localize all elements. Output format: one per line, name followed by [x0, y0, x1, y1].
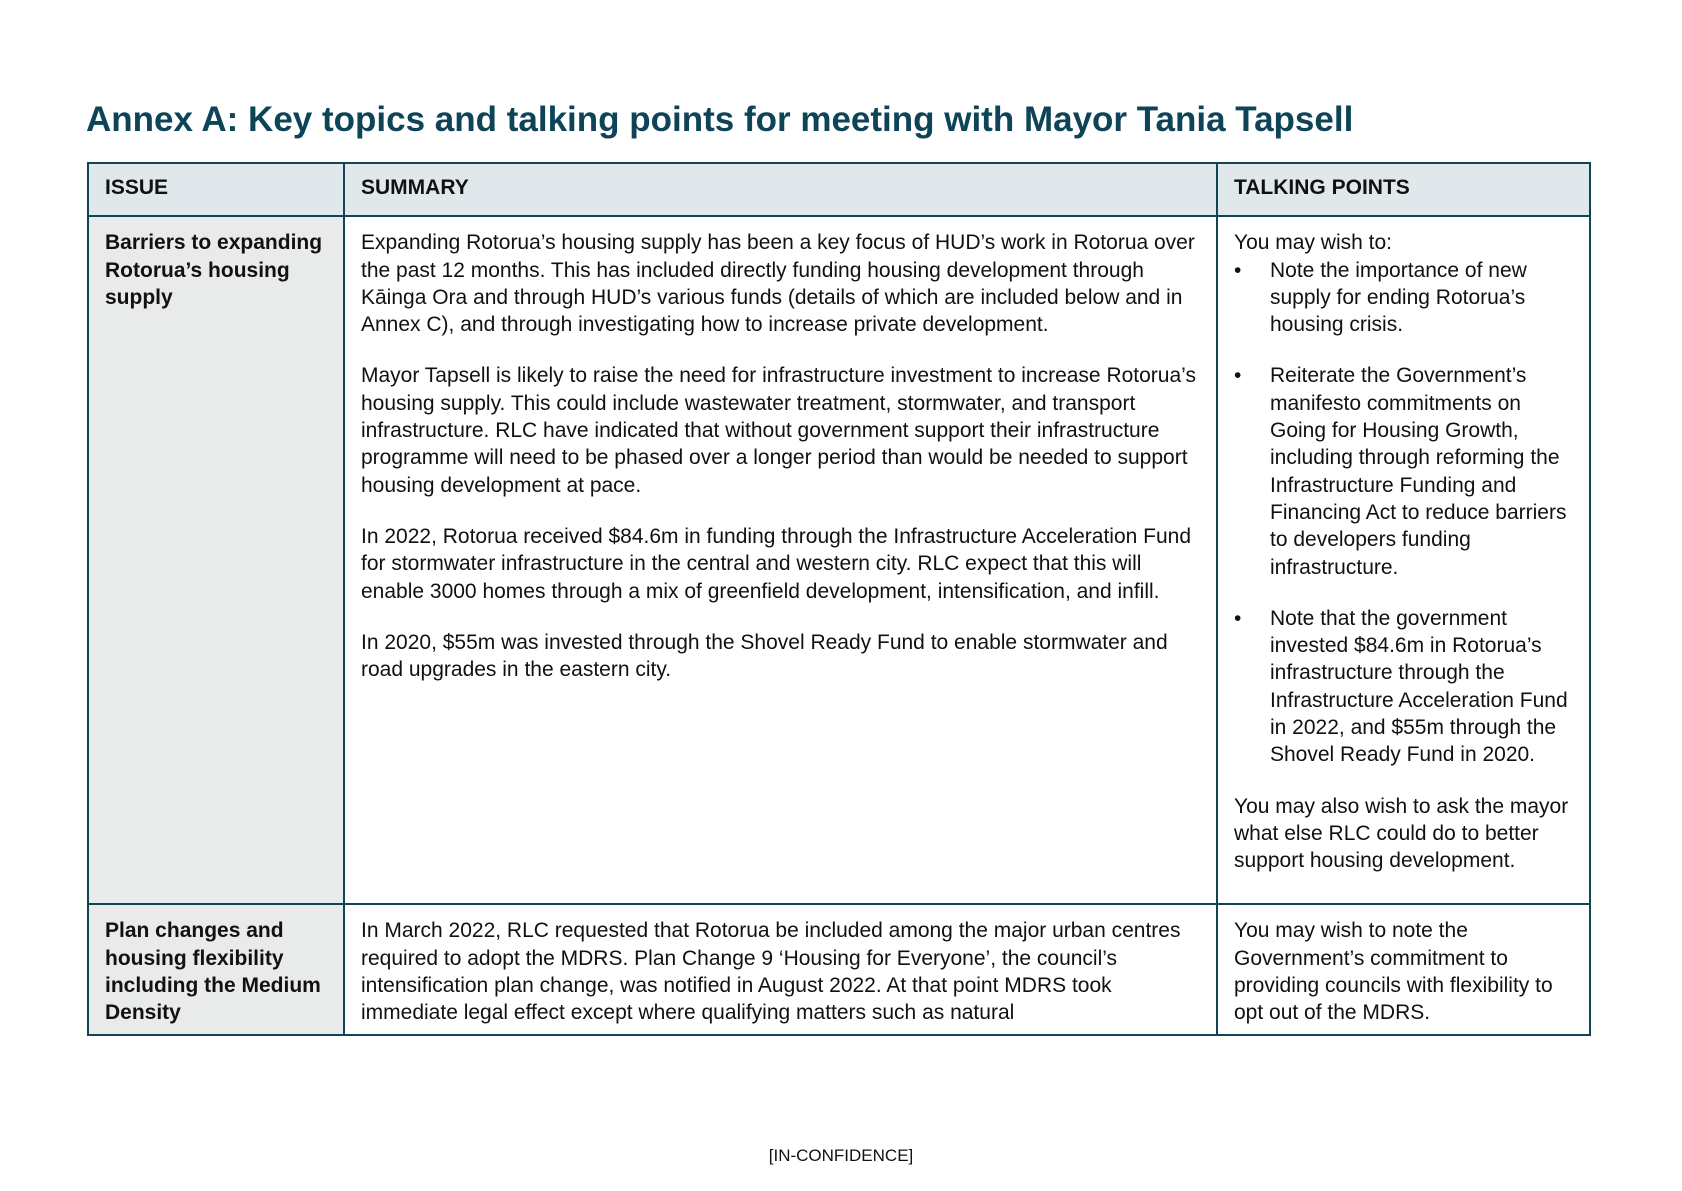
header-summary: SUMMARY — [343, 161, 1218, 218]
issue-cell: Plan changes and housing flexibility inc… — [87, 903, 345, 1037]
table-row: Barriers to expanding Rotorua’s housing … — [87, 215, 1591, 906]
summary-cell: In March 2022, RLC requested that Rotoru… — [343, 903, 1218, 1037]
talking-points-table: ISSUE SUMMARY TALKING POINTS Barriers to… — [87, 161, 1591, 1037]
talking-outro: You may also wish to ask the mayor what … — [1234, 794, 1569, 873]
summary-paragraph: Mayor Tapsell is likely to raise the nee… — [361, 364, 1196, 497]
list-item: Reiterate the Government’s manifesto com… — [1234, 362, 1573, 580]
header-talking-points: TALKING POINTS — [1216, 161, 1591, 218]
summary-paragraph: In 2022, Rotorua received $84.6m in fund… — [361, 524, 1192, 603]
talking-points-list: Note the importance of new supply for en… — [1234, 257, 1573, 769]
page-title: Annex A: Key topics and talking points f… — [86, 100, 1354, 139]
summary-paragraph: In March 2022, RLC requested that Rotoru… — [361, 919, 1181, 1025]
talking-points-cell: You may wish to: Note the importance of … — [1216, 215, 1591, 906]
list-item: Note the importance of new supply for en… — [1234, 257, 1573, 339]
summary-cell: Expanding Rotorua’s housing supply has b… — [343, 215, 1218, 906]
talking-points-cell: You may wish to note the Government’s co… — [1216, 903, 1591, 1037]
summary-paragraph: Expanding Rotorua’s housing supply has b… — [361, 231, 1195, 337]
table-row: Plan changes and housing flexibility inc… — [87, 903, 1591, 1037]
header-issue: ISSUE — [87, 161, 345, 218]
summary-paragraph: In 2020, $55m was invested through the S… — [361, 630, 1168, 682]
issue-cell: Barriers to expanding Rotorua’s housing … — [87, 215, 345, 906]
table-header-row: ISSUE SUMMARY TALKING POINTS — [87, 161, 1591, 218]
list-item: Note that the government invested $84.6m… — [1234, 605, 1573, 769]
classification-footer: [IN-CONFIDENCE] — [768, 1146, 914, 1165]
talking-intro: You may wish to: — [1234, 231, 1392, 255]
